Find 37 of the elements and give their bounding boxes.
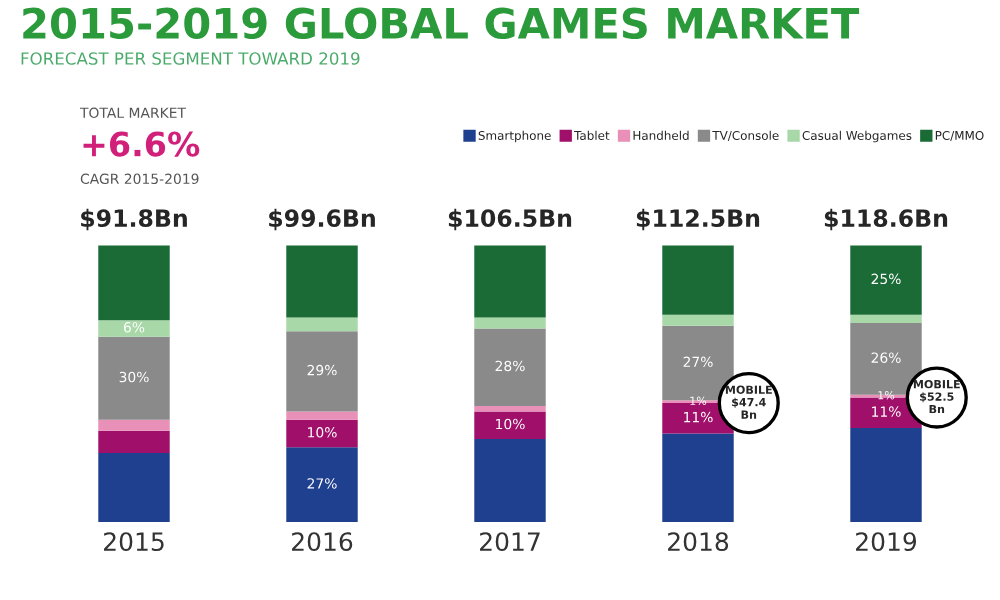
- annotation: $91.8Bn: [81, 208, 187, 231]
- annotation: $106.5Bn: [448, 208, 572, 231]
- bar: [474, 411, 546, 440]
- bar: [98, 336, 170, 420]
- chart-title: 2015-2019 GLOBAL GAMES MARKET: [23, 7, 860, 40]
- bar: [98, 430, 170, 453]
- bar: [474, 405, 546, 412]
- bar: [474, 317, 546, 329]
- bar: [286, 317, 358, 332]
- bar: [662, 314, 734, 326]
- bar: [474, 439, 546, 522]
- annotation: $118.6Bn: [824, 208, 948, 231]
- bar: [286, 245, 358, 318]
- bar: [98, 419, 170, 431]
- bar: [286, 447, 358, 522]
- text: +6.6%: [83, 131, 200, 157]
- annotation: $112.5Bn: [636, 208, 760, 231]
- bar: [850, 245, 922, 315]
- bar: [662, 433, 734, 522]
- bar: [98, 245, 170, 321]
- bar: [98, 452, 170, 522]
- bar: [662, 245, 734, 315]
- x-tick-label: 2017: [480, 532, 540, 552]
- bar: [286, 419, 358, 448]
- bar: [850, 428, 922, 522]
- x-tick-label: 2016: [292, 532, 353, 552]
- bar: [474, 245, 546, 318]
- bar: [98, 320, 170, 337]
- chart-subtitle: FORECAST PER SEGMENT TOWARD 2019: [21, 52, 360, 65]
- x-tick-label: 2018: [668, 532, 729, 552]
- bar: [474, 328, 546, 406]
- bar: [286, 331, 358, 412]
- x-tick-label: 2019: [856, 532, 917, 552]
- x-tick-label: 2015: [104, 532, 164, 552]
- bar: [286, 411, 358, 420]
- bar: [850, 314, 922, 323]
- annotation: $99.6Bn: [269, 208, 375, 231]
